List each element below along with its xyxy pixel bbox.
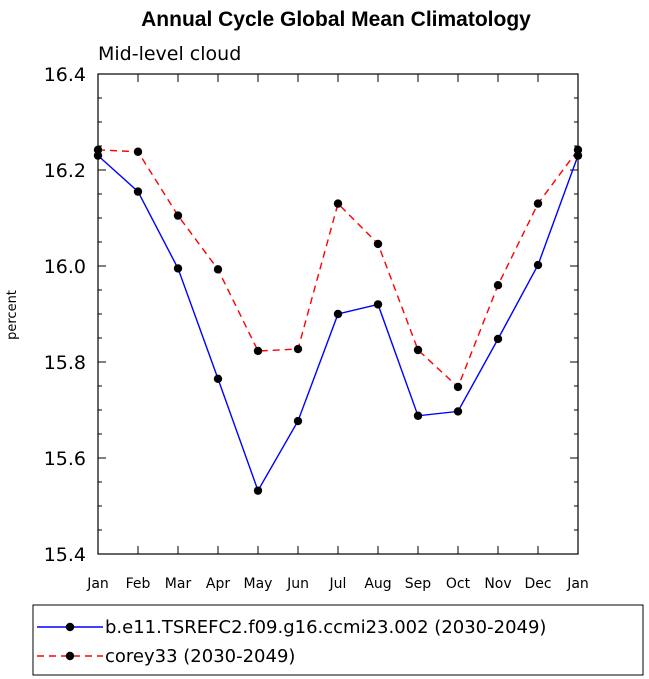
- data-point: [413, 345, 423, 355]
- data-point: [213, 374, 223, 383]
- x-tick-label: Mar: [165, 576, 192, 592]
- x-tick-label: Apr: [206, 576, 230, 592]
- legend-box: [32, 604, 644, 676]
- data-point: [133, 187, 143, 196]
- data-point: [493, 334, 503, 344]
- data-point: [493, 281, 503, 290]
- x-tick-label: Jul: [329, 576, 347, 592]
- data-point: [253, 346, 263, 356]
- x-tick-label: Jun: [286, 576, 309, 592]
- data-point: [413, 411, 423, 420]
- series-group: [93, 145, 583, 495]
- y-tick-labels: 15.4 15.6 15.8 16.0 16.2 16.4: [44, 64, 86, 566]
- x-tick-label: Feb: [126, 576, 151, 592]
- chart-title: Annual Cycle Global Mean Climatology: [141, 8, 531, 31]
- legend-swatch-marker: [65, 651, 75, 661]
- data-point: [333, 199, 343, 208]
- x-tick-label: Nov: [484, 576, 511, 592]
- axis-ticks: [97, 73, 579, 555]
- data-point: [173, 211, 183, 220]
- data-point: [293, 344, 303, 354]
- data-point: [453, 382, 463, 392]
- data-point: [533, 260, 543, 270]
- y-tick-label: 15.8: [44, 352, 86, 374]
- data-point: [373, 239, 383, 249]
- y-tick-label: 15.6: [44, 448, 86, 470]
- data-point: [333, 309, 343, 319]
- data-point: [573, 151, 583, 160]
- y-tick-label: 16.4: [44, 64, 86, 86]
- y-tick-label: 16.2: [44, 160, 86, 182]
- legend-items: b.e11.TSREFC2.f09.g16.ccmi23.002 (2030-2…: [37, 617, 546, 667]
- chart-subtitle: Mid-level cloud: [98, 43, 241, 65]
- y-axis-label: percent: [5, 290, 20, 340]
- x-tick-label: Dec: [524, 576, 551, 592]
- x-tick-label: Oct: [446, 576, 471, 592]
- data-point: [573, 145, 583, 155]
- data-point: [133, 147, 143, 156]
- y-tick-label: 16.0: [44, 256, 86, 278]
- data-point: [213, 265, 223, 274]
- data-point: [373, 300, 383, 309]
- data-point: [533, 199, 543, 208]
- data-point: [173, 264, 183, 273]
- x-tick-label: Jan: [86, 576, 109, 592]
- data-point: [453, 407, 463, 416]
- legend-swatch-marker: [65, 622, 75, 632]
- legend-label: corey33 (2030-2049): [105, 646, 295, 667]
- y-tick-label: 15.4: [44, 544, 86, 566]
- legend: b.e11.TSREFC2.f09.g16.ccmi23.002 (2030-2…: [32, 604, 644, 676]
- data-point: [93, 151, 103, 160]
- data-point: [293, 416, 303, 426]
- data-point: [93, 145, 103, 155]
- x-tick-label: Jan: [566, 576, 589, 592]
- x-tick-label: May: [244, 576, 273, 592]
- x-tick-label: Aug: [364, 576, 391, 592]
- x-tick-labels: Jan Feb Mar Apr May Jun Jul Aug Sep Oct Nov Dec Jan: [86, 576, 589, 592]
- series-line: [97, 149, 579, 389]
- x-tick-label: Sep: [405, 576, 432, 592]
- data-point: [253, 486, 263, 495]
- legend-label: b.e11.TSREFC2.f09.g16.ccmi23.002 (2030-2…: [105, 617, 546, 638]
